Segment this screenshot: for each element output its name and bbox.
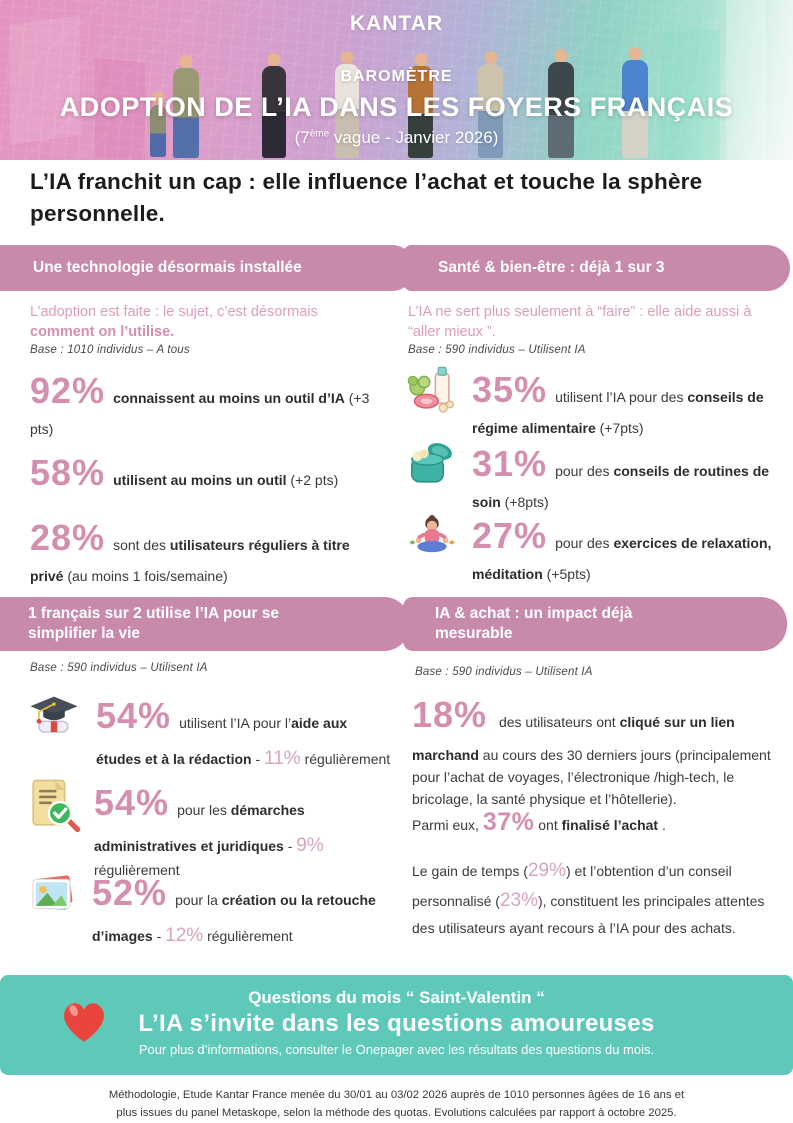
section-banner-simplifier: 1 français sur 2 utilise l’IA pour se si… bbox=[0, 597, 410, 651]
achat-p3: Le gain de temps (29%) et l’obtention d’… bbox=[412, 860, 765, 936]
sante-base: Base : 590 individus – Utilisent IA bbox=[408, 344, 586, 356]
heart-icon bbox=[64, 1003, 104, 1042]
stat-28-value: 28% bbox=[30, 517, 106, 558]
methodology-footer: Méthodologie, Etude Kantar France menée … bbox=[0, 1087, 793, 1122]
stat-58-value: 58% bbox=[30, 452, 106, 493]
barometer-kicker: BAROMÈTRE bbox=[340, 68, 453, 85]
section-banner-technologie: Une technologie désormais installée bbox=[0, 245, 415, 291]
cream-jar-icon bbox=[410, 443, 452, 483]
stat-54-demarches-row: 54% pour les démarches administratives et… bbox=[25, 775, 394, 882]
stat-52-images-value: 52% bbox=[92, 872, 168, 913]
city-texture bbox=[0, 0, 793, 160]
wave-subtitle: (7ème vague - Janvier 2026) bbox=[294, 128, 499, 147]
stat-23-value: 23% bbox=[499, 890, 538, 912]
stat-29-value: 29% bbox=[527, 860, 566, 881]
section-banner-achat: IA & achat : un impact déjà mesurable bbox=[403, 597, 787, 651]
pedestrian-child bbox=[150, 105, 166, 157]
food-icon bbox=[407, 366, 455, 413]
valentine-banner: Questions du mois “ Saint-Valentin “ L’I… bbox=[0, 975, 793, 1075]
main-headline: L’IA franchit un cap : elle influence l’… bbox=[30, 169, 703, 226]
stat-35-value: 35% bbox=[472, 369, 548, 410]
tech-base: Base : 1010 individus – A tous bbox=[30, 344, 190, 356]
stat-27-row: 27% pour des exercices de relaxation, méd… bbox=[405, 508, 772, 585]
stat-9-value: 9% bbox=[296, 834, 324, 856]
tech-intro: L’adoption est faite : le sujet, c’est d… bbox=[30, 304, 318, 340]
stat-31-row: 31% pour des conseils de routines de soin… bbox=[405, 436, 772, 513]
hero-banner: KANTAR BAROMÈTRE ADOPTION DE L’IA DANS L… bbox=[0, 0, 793, 160]
stat-11-value: 11% bbox=[264, 747, 301, 769]
methodology-line1: Méthodologie, Etude Kantar France menée … bbox=[108, 1089, 685, 1101]
pedestrian-woman-olive bbox=[173, 68, 199, 158]
stat-58: 58% utilisent au moins un outil (+2 pts) bbox=[30, 452, 339, 493]
stat-92-value: 92% bbox=[30, 370, 106, 411]
pedestrian-woman-black bbox=[262, 66, 286, 158]
meditation-icon bbox=[409, 514, 455, 553]
stat-52-images-row: 52% pour la création ou la retouche d’ima… bbox=[25, 865, 392, 950]
pedestrian-woman-beige bbox=[478, 64, 503, 158]
stat-31-value: 31% bbox=[472, 443, 548, 484]
pedestrian-man-suit bbox=[548, 62, 574, 158]
sante-intro: L’IA ne sert plus seulement à “faire” : … bbox=[408, 304, 752, 340]
stat-27-value: 27% bbox=[472, 515, 548, 556]
pedestrian-man-ochre bbox=[408, 66, 433, 158]
valentine-headline: L’IA s’invite dans les questions amoureu… bbox=[138, 1010, 655, 1037]
page-title: ADOPTION DE L’IA DANS LES FOYERS FRANÇAI… bbox=[59, 92, 734, 122]
stat-28: 28% sont des utilisateurs réguliers à tit… bbox=[30, 517, 350, 584]
achat-base: Base : 590 individus – Utilisent IA bbox=[415, 666, 593, 678]
kantar-logo: KANTAR bbox=[349, 12, 444, 35]
graduation-cap-icon bbox=[30, 696, 78, 733]
section-banner-sante: Santé & bien-être : déjà 1 sur 3 bbox=[403, 245, 790, 291]
stat-92: 92% connaissent au moins un outil d’IA (+… bbox=[30, 370, 370, 437]
pedestrian-woman-white bbox=[335, 64, 359, 158]
valentine-title: Questions du mois “ Saint-Valentin “ bbox=[248, 988, 545, 1007]
stat-54-etudes-value: 54% bbox=[96, 695, 172, 736]
stat-54-etudes-row: 54% utilisent l’IA pour l’aide aux études… bbox=[25, 688, 396, 773]
achat-p1: 18% des utilisateurs ont cliqué sur un l… bbox=[412, 694, 771, 808]
stat-12-value: 12% bbox=[165, 924, 204, 946]
stat-54-demarches-value: 54% bbox=[94, 782, 170, 823]
images-icon bbox=[32, 875, 73, 910]
achat-p2: Parmi eux, 37% ont finalisé l’achat . bbox=[412, 808, 666, 836]
methodology-line2: plus issues du panel Metaskope, selon la… bbox=[116, 1106, 677, 1119]
stat-35-row: 35% utilisent l’IA pour des conseils de r… bbox=[405, 362, 772, 439]
simplifier-base: Base : 590 individus – Utilisent IA bbox=[30, 662, 208, 674]
stat-18-value: 18% bbox=[412, 694, 488, 735]
stat-37-value: 37% bbox=[482, 808, 535, 836]
valentine-note: Pour plus d’informations, consulter le O… bbox=[138, 1042, 655, 1057]
pedestrian-man-blue bbox=[622, 60, 648, 158]
document-check-icon bbox=[32, 779, 81, 833]
